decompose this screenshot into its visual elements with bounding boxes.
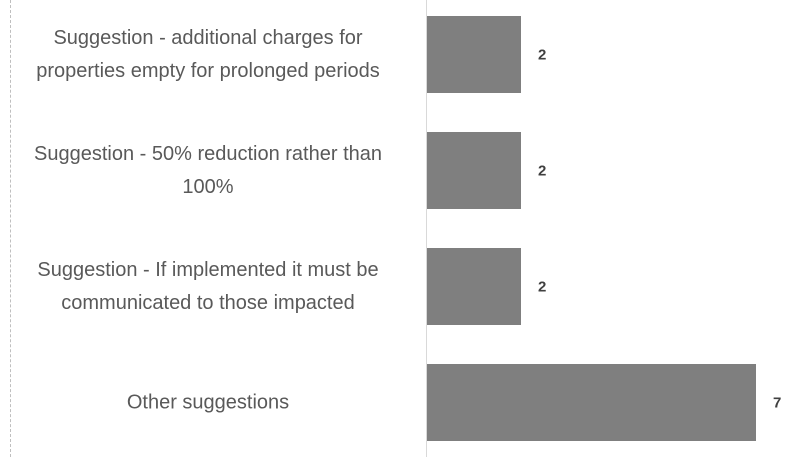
data-label: 2 xyxy=(538,278,547,295)
bar xyxy=(427,364,756,441)
y-tick-label: Suggestion - If implemented it must be c… xyxy=(37,258,379,314)
data-label: 7 xyxy=(773,394,782,411)
y-tick-label: Other suggestions xyxy=(126,391,290,413)
y-tick-label: Suggestion - additional charges for prop… xyxy=(36,26,380,82)
y-tick-label: Suggestion - 50% reduction rather than 1… xyxy=(34,142,382,198)
frame-border xyxy=(10,0,11,457)
axis-line xyxy=(426,0,427,457)
bar xyxy=(427,16,521,93)
bar xyxy=(427,248,521,325)
data-label: 2 xyxy=(538,46,547,63)
bar xyxy=(427,132,521,209)
data-label: 2 xyxy=(538,162,547,179)
